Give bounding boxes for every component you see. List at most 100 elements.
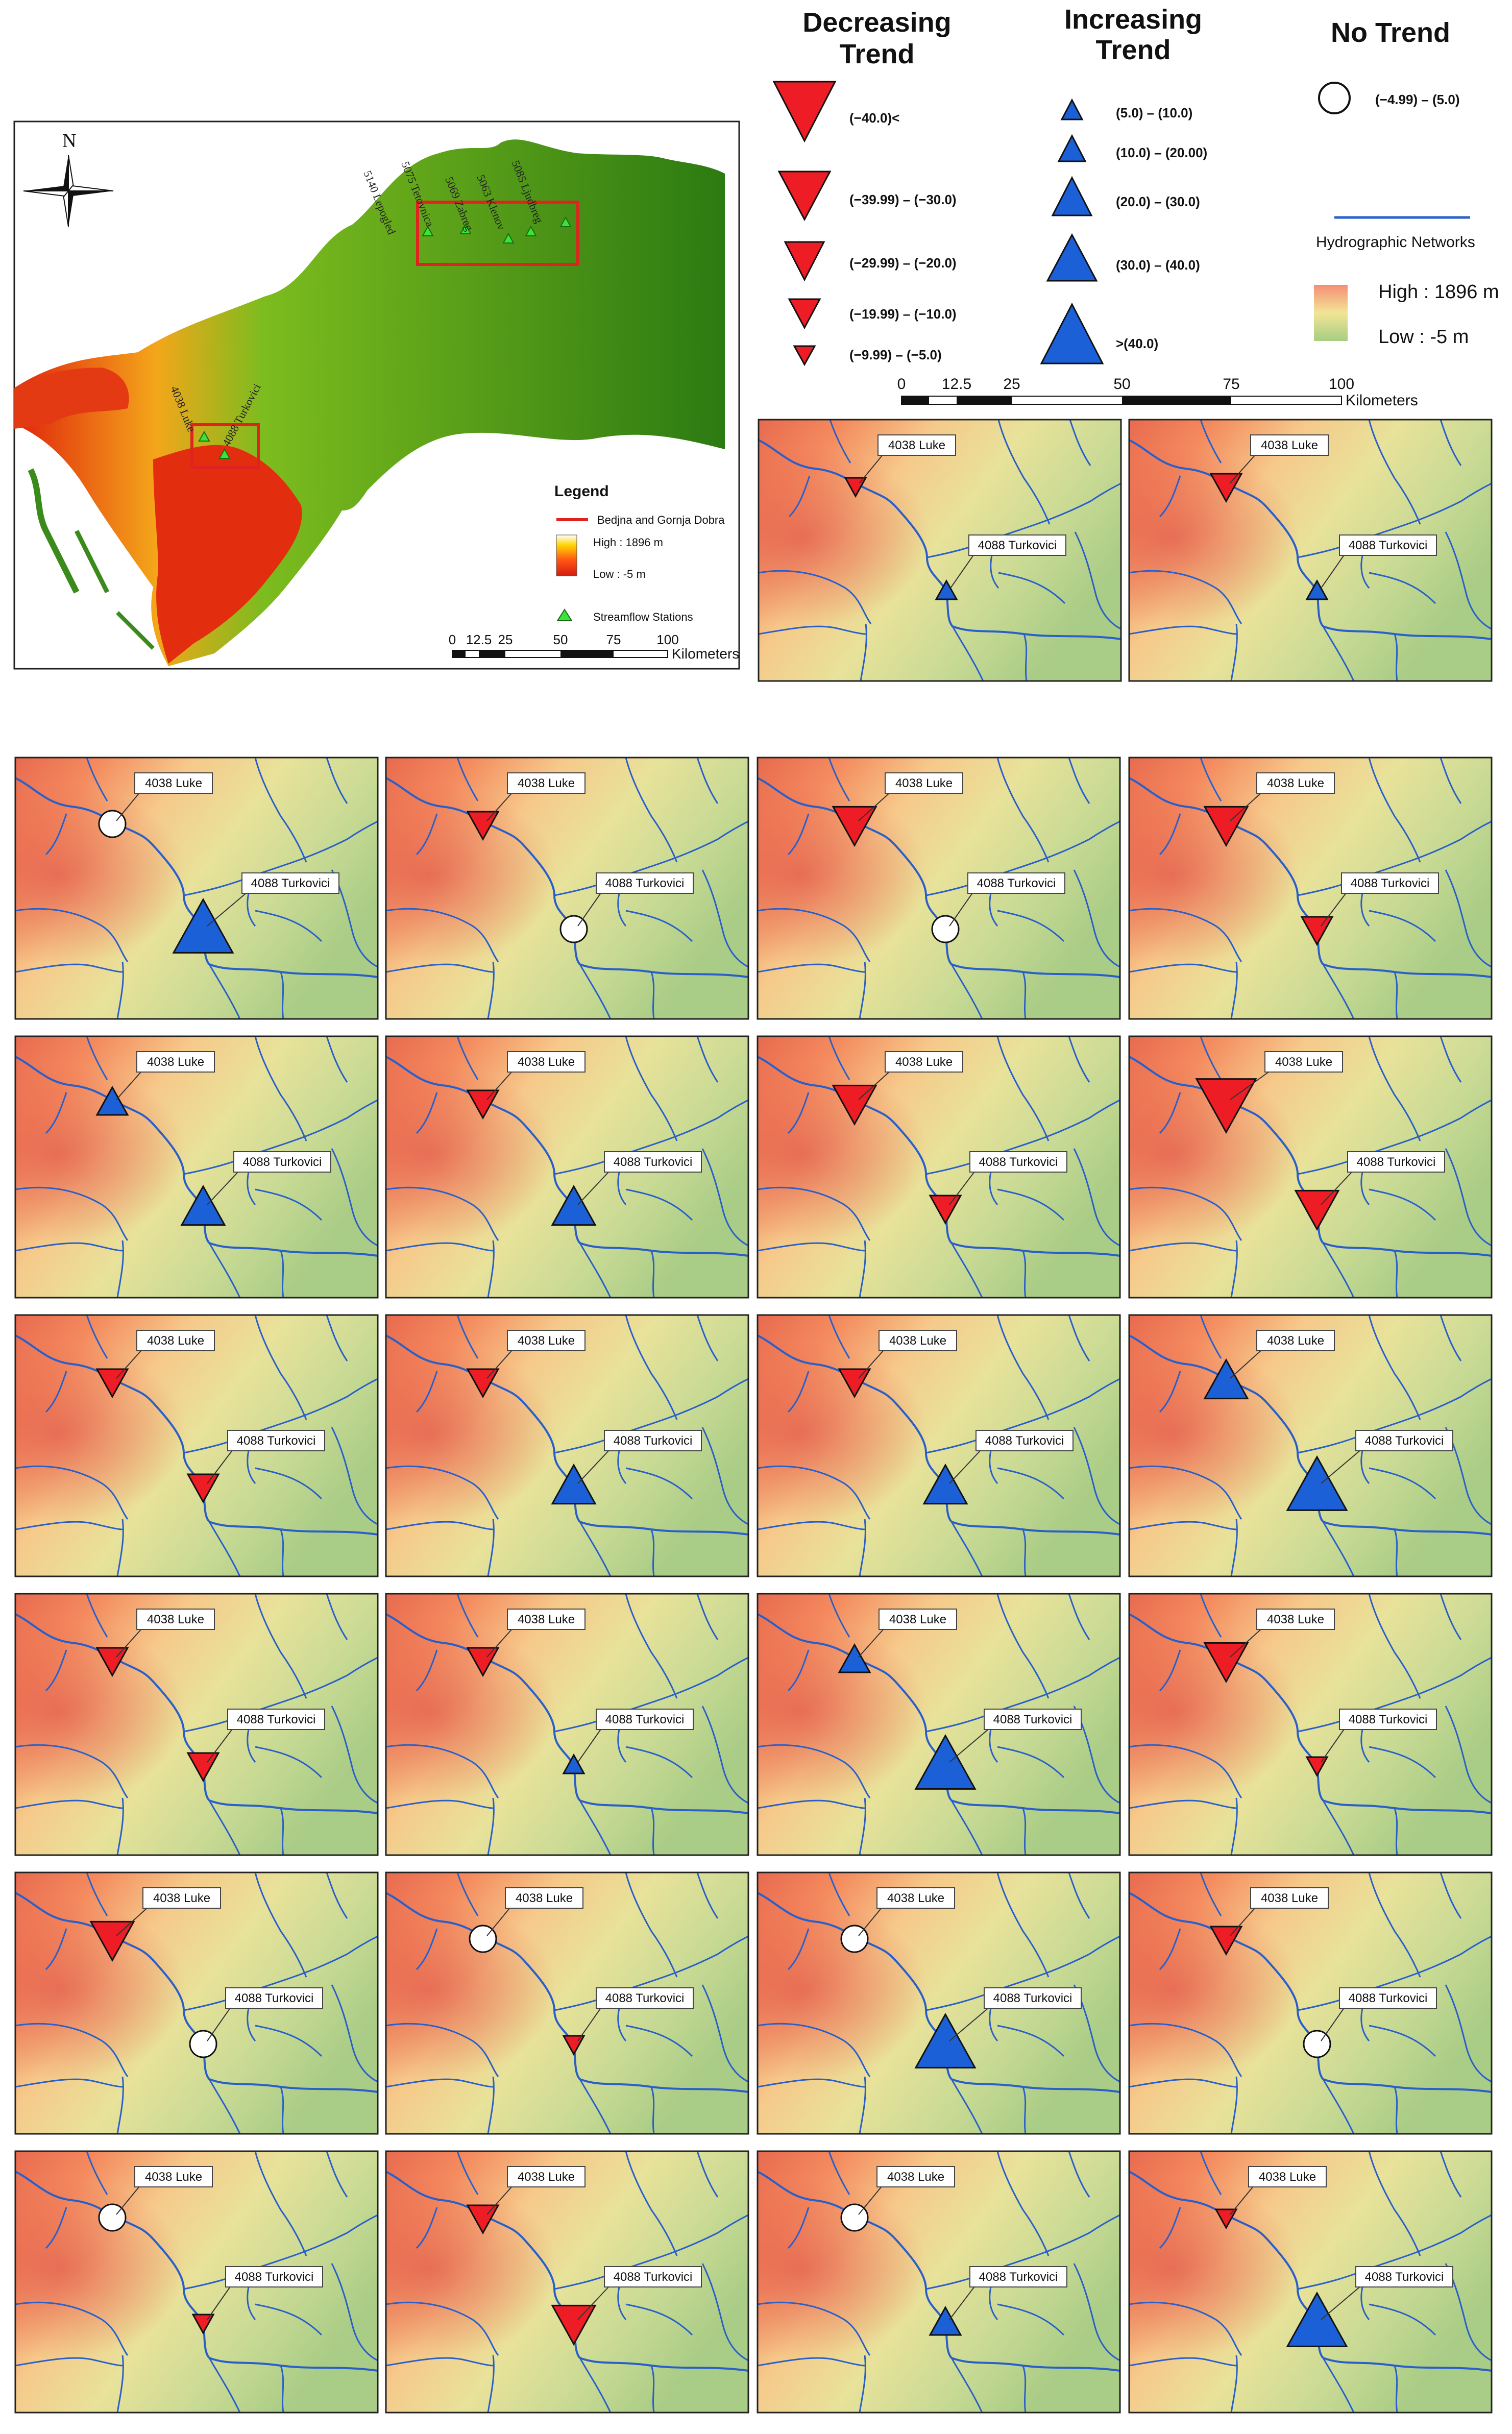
- station-label: 4038 Luke: [518, 776, 575, 790]
- overview-map: 5140 Lepogled 5075 Tetovnica 5063 Klenov…: [13, 120, 740, 670]
- notrend-marker: [559, 915, 588, 943]
- decrease-symbol: [788, 298, 821, 330]
- overview-station-markers: [198, 216, 572, 459]
- station-label: 4038 Luke: [1259, 2170, 1316, 2184]
- station-label: 4088 Turkovici: [237, 1434, 316, 1448]
- station-label-box: [233, 1151, 331, 1173]
- trend-legend: Decreasing Trend Increasing Trend No Tre…: [772, 4, 1499, 409]
- overview-legend-line-label: Bedjna and Gornja Dobra: [597, 514, 725, 526]
- overview-scale-tick: 50: [553, 632, 568, 647]
- trend-panel: 4038 Luke 4088 Turkovici: [1128, 419, 1493, 682]
- station-label-box: [227, 1709, 325, 1730]
- trend-panel: 4038 Luke 4088 Turkovici: [385, 757, 749, 1020]
- decrease-marker: [466, 811, 500, 841]
- station-label: 4088 Turkovici: [605, 1991, 685, 2005]
- increasing-symbols: [1040, 98, 1104, 364]
- station-label-box: [876, 1887, 955, 1909]
- decrease-class-label: (−39.99) – (−30.0): [849, 192, 957, 207]
- label-leader: [116, 2185, 140, 2215]
- station-label: 4088 Turkovici: [1365, 1434, 1444, 1448]
- station-label-box: [1355, 2266, 1453, 2287]
- label-leader: [1321, 2007, 1345, 2041]
- panel-frame: [385, 1314, 749, 1577]
- notrend-class-label: (−4.99) – (5.0): [1375, 92, 1459, 107]
- label-leader: [207, 1171, 239, 1205]
- station-label: 4088 Turkovici: [979, 1155, 1058, 1169]
- panel-frame: [1128, 419, 1493, 682]
- trend-panel: 4038 Luke 4088 Turkovici: [1128, 1871, 1493, 2135]
- increase-marker: [551, 1184, 597, 1226]
- trend-panel: 4038 Luke 4088 Turkovici: [385, 1314, 749, 1577]
- trend-panel: 4038 Luke 4088 Turkovici: [14, 1314, 379, 1577]
- trend-panel: 4038 Luke 4088 Turkovici: [14, 1593, 379, 1856]
- station-label: 4088 Turkovici: [1365, 2270, 1444, 2284]
- label-leader: [116, 1628, 142, 1658]
- trend-panel: 4038 Luke 4088 Turkovici: [14, 1035, 379, 1299]
- label-leader: [858, 1349, 885, 1379]
- trend-scale-tick: 50: [1113, 376, 1130, 393]
- label-leader: [207, 1449, 233, 1484]
- station-label: 4038 Luke: [518, 1613, 575, 1626]
- station-label: 4038 Luke: [895, 776, 953, 790]
- decrease-symbol: [777, 171, 832, 222]
- trend-panel: 4038 Luke 4088 Turkovici: [757, 1871, 1121, 2135]
- station-label: 4088 Turkovici: [614, 2270, 693, 2284]
- trend-panel: 4038 Luke 4088 Turkovici: [1128, 1314, 1493, 1577]
- overview-scale-tick: 0: [449, 632, 456, 647]
- station-label-box: [1339, 1709, 1437, 1730]
- station-label-box: [885, 772, 963, 794]
- increasing-title: Increasing: [1064, 4, 1202, 35]
- station-label-box: [967, 872, 1065, 894]
- elevation-low-label: Low : -5 m: [1378, 326, 1469, 348]
- decrease-symbol: [784, 241, 825, 282]
- station-label-box: [136, 1330, 215, 1351]
- station-label-box: [596, 1987, 694, 2009]
- station-label-box: [969, 1151, 1067, 1173]
- decrease-marker: [466, 1089, 500, 1120]
- station-label: 4088 Turkovici: [243, 1155, 322, 1169]
- label-leader: [577, 1449, 610, 1484]
- increase-marker: [922, 1463, 968, 1505]
- increase-marker: [551, 1463, 597, 1505]
- station-label-box: [968, 534, 1066, 556]
- increase-symbol: [1057, 134, 1087, 162]
- station-label: 4038 Luke: [147, 1334, 204, 1348]
- label-leader: [577, 892, 602, 927]
- increase-symbol: [1051, 176, 1093, 216]
- panel-frame: [385, 1035, 749, 1299]
- station-label-box: [879, 1609, 957, 1630]
- trend-scale-tick: 0: [897, 376, 906, 393]
- trend-panel: 4038 Luke 4088 Turkovici: [757, 1593, 1121, 1856]
- station-label: 4088 Turkovici: [237, 1713, 316, 1726]
- trend-panel: 4038 Luke 4088 Turkovici: [385, 2150, 749, 2414]
- trend-panel: 4038 Luke 4088 Turkovici: [14, 2150, 379, 2414]
- station-label-box: [604, 1430, 702, 1451]
- label-leader: [1230, 1907, 1256, 1936]
- increase-marker: [914, 2012, 977, 2068]
- panel-frame: [14, 1593, 379, 1856]
- station-label: 4038 Luke: [147, 1055, 204, 1069]
- station-label: 4038 Luke: [145, 2170, 202, 2184]
- station-label-box: [596, 1709, 694, 1730]
- decrease-marker: [89, 1920, 135, 1962]
- overview-scale-bar: 0 12.5 25 50 75 100 Kilometers: [449, 632, 740, 662]
- station-label-box: [225, 2266, 323, 2287]
- station-label: 4038 Luke: [889, 1613, 946, 1626]
- label-leader: [1321, 1171, 1353, 1205]
- station-label-box: [1250, 1887, 1329, 1909]
- decrease-marker: [832, 806, 877, 847]
- panel-frame: [757, 1871, 1121, 2135]
- label-leader: [1230, 1628, 1262, 1658]
- station-label-box: [1256, 1330, 1335, 1351]
- panel-frame: [1128, 757, 1493, 1020]
- label-leader: [1321, 554, 1345, 589]
- station-label: 4088 Turkovici: [985, 1434, 1064, 1448]
- station-label-box: [134, 772, 213, 794]
- increase-class-label: (30.0) – (40.0): [1116, 257, 1200, 273]
- label-leader: [207, 2285, 231, 2320]
- decrease-marker: [832, 1084, 877, 1126]
- panel-frame: [14, 2150, 379, 2414]
- trend-panel: 4038 Luke 4088 Turkovici: [14, 1871, 379, 2135]
- label-leader: [486, 1070, 513, 1100]
- increase-marker: [1286, 2291, 1348, 2347]
